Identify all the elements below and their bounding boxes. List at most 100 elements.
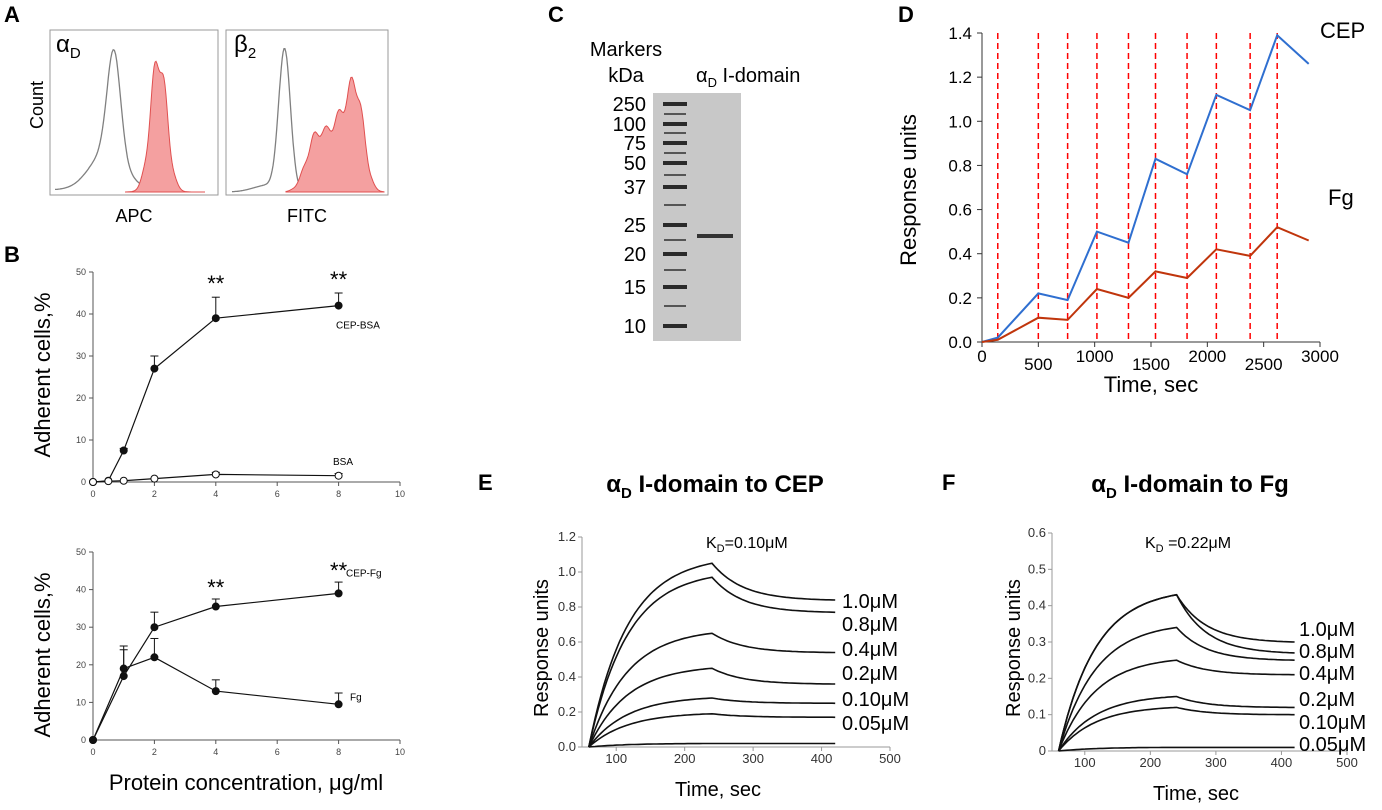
panel-d-label: D bbox=[898, 2, 914, 27]
sensorgram-Fg bbox=[981, 226, 1310, 343]
y-tick-label: 0.2 bbox=[1028, 670, 1046, 685]
sensorgram-CEP bbox=[981, 33, 1310, 343]
data-point bbox=[211, 687, 220, 696]
y-tick-label: 50 bbox=[76, 267, 86, 277]
x-tick-label: 500 bbox=[1024, 355, 1052, 374]
data-point bbox=[150, 474, 159, 483]
concentration-label: 0.8μM bbox=[1299, 641, 1355, 663]
x-tick-label: 500 bbox=[1336, 755, 1358, 770]
panel-d-xlabel: Time, sec bbox=[1104, 372, 1199, 397]
series-line-CEP-BSA bbox=[92, 305, 339, 483]
apc-control-histogram bbox=[55, 48, 151, 191]
kinetic-curve-0.05μM bbox=[588, 712, 836, 748]
x-tick-label: 6 bbox=[275, 489, 280, 499]
y-tick-label: 1.0 bbox=[948, 112, 972, 131]
x-tick-label: 4 bbox=[213, 489, 218, 499]
marker-size-label: 20 bbox=[624, 244, 646, 266]
y-tick-label: 0.5 bbox=[1028, 561, 1046, 576]
data-point bbox=[211, 602, 220, 611]
y-tick-label: 0.6 bbox=[948, 201, 972, 220]
y-tick-label: 0.8 bbox=[558, 599, 576, 614]
x-tick-label: 300 bbox=[742, 751, 764, 766]
x-tick-label: 200 bbox=[1139, 755, 1161, 770]
y-tick-label: 20 bbox=[76, 393, 86, 403]
markers-title: Markers bbox=[590, 39, 662, 61]
y-tick-label: 30 bbox=[76, 351, 86, 361]
panel-d-ylabel: Response units bbox=[896, 114, 921, 266]
data-point bbox=[89, 736, 97, 744]
panel-c-label: C bbox=[548, 2, 564, 27]
ladder-band-faint bbox=[664, 152, 686, 154]
x-tick-label: 6 bbox=[275, 747, 280, 757]
kinetic-curve-0.2μM bbox=[1057, 659, 1295, 752]
panel-b-top-chart: 0 10 20 30 40 50 0 2 4 6 8 10 ** ** CEP-BSA BSA bbox=[76, 267, 405, 499]
y-tick-label: 40 bbox=[76, 309, 86, 319]
data-point bbox=[211, 470, 220, 479]
panel-e-xlabel: Time, sec bbox=[675, 779, 761, 801]
series-label-bsa: BSA bbox=[333, 457, 353, 468]
kinetic-curve-1.0μM bbox=[588, 562, 836, 748]
panel-b-bottom-ylabel: Adherent cells,% bbox=[30, 572, 55, 737]
x-tick-label: 0 bbox=[90, 489, 95, 499]
panel-a-right-title: β2 bbox=[234, 31, 256, 62]
x-tick-label: 0 bbox=[977, 347, 986, 366]
marker-size-label: 50 bbox=[624, 153, 646, 175]
panel-c: C Markers kDa αD I-domain 25010075503725… bbox=[548, 2, 800, 341]
y-tick-label: 10 bbox=[76, 697, 86, 707]
ladder-band bbox=[663, 324, 687, 328]
marker-size-label: 37 bbox=[624, 177, 646, 199]
concentration-label: 0.05μM bbox=[1299, 734, 1366, 756]
panel-f-title: αD I-domain to Fg bbox=[1091, 471, 1289, 502]
panel-e: E αD I-domain to CEP KD=0.10μM Response … bbox=[478, 470, 909, 801]
concentration-label: 0.05μM bbox=[842, 713, 909, 735]
y-tick-label: 0.1 bbox=[1028, 707, 1046, 722]
x-tick-label: 2 bbox=[152, 747, 157, 757]
ladder-band bbox=[663, 285, 687, 289]
ladder-band-faint bbox=[664, 269, 686, 271]
kinetic-curve-0.4μM bbox=[588, 632, 836, 748]
kinetic-curve-0 bbox=[1058, 746, 1295, 752]
y-tick-label: 0.0 bbox=[558, 739, 576, 754]
y-tick-label: 0.4 bbox=[948, 245, 972, 264]
panel-a-ylabel: Count bbox=[27, 81, 47, 129]
ladder-band-faint bbox=[664, 132, 686, 134]
ladder-band bbox=[663, 161, 687, 165]
concentration-label: 0.4μM bbox=[842, 639, 898, 661]
x-tick-label: 2500 bbox=[1245, 355, 1283, 374]
x-tick-label: 300 bbox=[1205, 755, 1227, 770]
panel-a-left-xlabel: APC bbox=[115, 206, 152, 226]
kinetic-curve-0.8μM bbox=[588, 576, 836, 748]
concentration-label: 1.0μM bbox=[842, 591, 898, 613]
concentration-label: 0.4μM bbox=[1299, 663, 1355, 685]
series-label-fg: Fg bbox=[350, 693, 362, 704]
data-point bbox=[150, 653, 159, 662]
y-tick-label: 1.2 bbox=[948, 68, 972, 87]
y-tick-label: 0.3 bbox=[1028, 634, 1046, 649]
x-tick-label: 3000 bbox=[1301, 347, 1339, 366]
panel-e-ylabel: Response units bbox=[531, 579, 553, 717]
x-tick-label: 2 bbox=[152, 489, 157, 499]
x-tick-label: 100 bbox=[1074, 755, 1096, 770]
data-point bbox=[119, 476, 128, 485]
ladder-band-faint bbox=[664, 174, 686, 176]
series-label-cep: CEP bbox=[1320, 18, 1365, 43]
y-tick-label: 10 bbox=[76, 435, 86, 445]
data-point bbox=[104, 477, 113, 486]
x-tick-label: 10 bbox=[395, 489, 405, 499]
panel-d: D Response units 0.0 0.2 0.4 0.6 0.8 1.0 1.2 1.… bbox=[896, 2, 1365, 397]
y-tick-label: 0 bbox=[81, 735, 86, 745]
panel-e-label: E bbox=[478, 470, 493, 495]
panel-d-chart: 0.0 0.2 0.4 0.6 0.8 1.0 1.2 1.4 0 500 1000 1500 2000… bbox=[948, 18, 1365, 374]
series-line-Fg bbox=[92, 656, 339, 741]
significance-mark: ** bbox=[330, 558, 348, 583]
x-tick-label: 100 bbox=[605, 751, 627, 766]
x-tick-label: 400 bbox=[1271, 755, 1293, 770]
data-point bbox=[334, 301, 343, 310]
panel-f: F αD I-domain to Fg KD =0.22μM Response … bbox=[942, 470, 1366, 805]
y-tick-label: 0.2 bbox=[948, 289, 972, 308]
series-label-fg: Fg bbox=[1328, 185, 1354, 210]
y-tick-label: 0.4 bbox=[1028, 598, 1046, 613]
panel-f-label: F bbox=[942, 470, 955, 495]
data-point bbox=[211, 314, 220, 323]
